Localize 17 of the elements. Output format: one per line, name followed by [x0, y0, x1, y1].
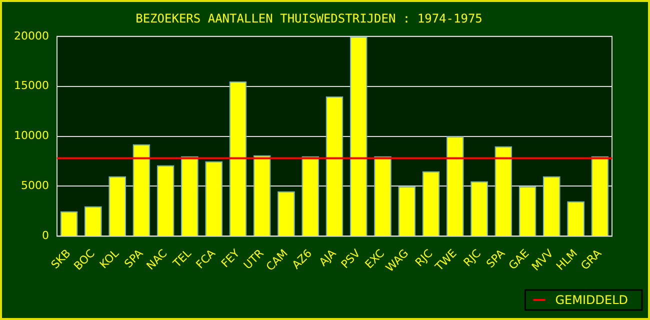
- x-tick-label: SPA: [122, 246, 146, 270]
- x-tick-label: UTR: [241, 246, 266, 272]
- y-tick-label: 10000: [14, 129, 49, 142]
- x-tick-label: GRA: [578, 246, 604, 272]
- y-tick-label: 0: [42, 229, 49, 242]
- x-tick-label: SPA: [484, 246, 508, 270]
- x-tick-label: TEL: [170, 246, 194, 271]
- chart-title: BEZOEKERS AANTALLEN THUISWEDSTRIJDEN : 1974-1975: [136, 11, 482, 26]
- x-tick-label: RJC: [412, 246, 436, 270]
- y-tick-label: 15000: [14, 79, 49, 92]
- x-tick-label: FCA: [194, 246, 218, 272]
- x-tick-label: KOL: [97, 246, 122, 272]
- x-tick-label: RJC: [461, 246, 484, 270]
- x-tick-label: AJA: [316, 246, 339, 269]
- y-tick-label: 20000: [14, 29, 49, 42]
- legend-label: GEMIDDELD: [555, 293, 628, 308]
- y-tick-label: 5000: [20, 179, 49, 192]
